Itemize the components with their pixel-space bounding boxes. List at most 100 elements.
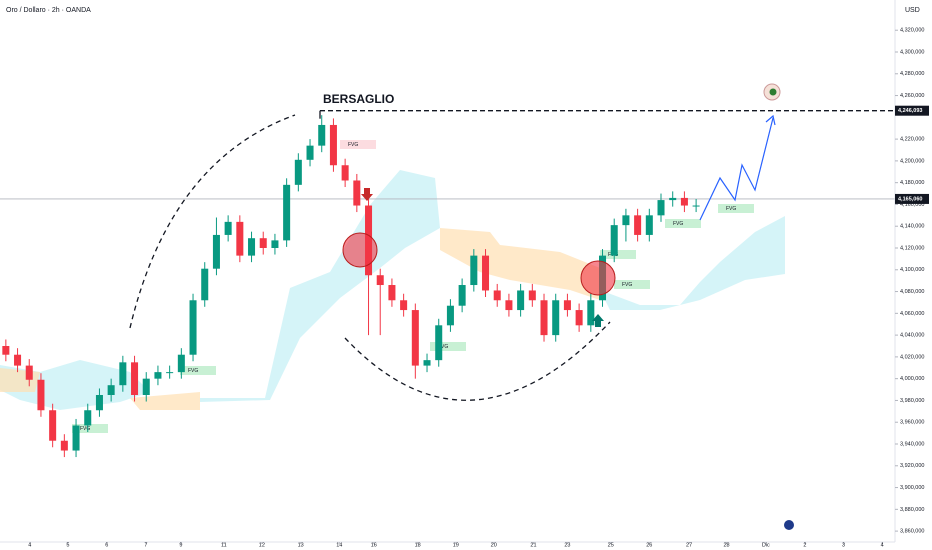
ichimoku-cloud	[440, 228, 600, 300]
candle-body	[622, 215, 630, 226]
y-tick-label: 4,220,000	[900, 137, 924, 143]
candle-body	[400, 300, 408, 311]
y-tick-label: 3,940,000	[900, 441, 924, 447]
candle-body	[505, 300, 513, 311]
fvg-box	[180, 366, 216, 375]
candle-body	[189, 300, 197, 355]
fvg-box	[665, 219, 701, 228]
candle-body	[657, 200, 665, 216]
plot-area: FVGFVGFVGFVGFVGFVGFVGFVG	[0, 110, 895, 458]
candle-body	[458, 285, 466, 306]
candle-body	[49, 410, 57, 441]
y-tick-label: 4,180,000	[900, 180, 924, 186]
candle-body	[517, 290, 525, 311]
x-tick-label: Dic	[762, 542, 770, 548]
y-tick-label: 3,920,000	[900, 463, 924, 469]
fvg-label: FVG	[438, 344, 448, 350]
ichimoku-cloud	[0, 368, 40, 392]
fvg-label: FVG	[622, 282, 632, 288]
candle-body	[376, 275, 384, 286]
x-tick-label: 6	[105, 542, 108, 548]
candle-body	[107, 385, 115, 395]
ichimoku-cloud	[200, 170, 440, 402]
x-tick-label: 5	[66, 542, 69, 548]
candle-body	[224, 221, 232, 235]
candle-body	[388, 285, 396, 301]
x-tick-label: 4	[881, 542, 884, 548]
x-tick-label: 23	[564, 542, 570, 548]
candle-body	[14, 354, 22, 366]
flag-icon	[784, 520, 794, 530]
candle-body	[259, 238, 267, 248]
candle-body	[634, 215, 642, 235]
candle-body	[680, 197, 688, 206]
candle-body	[482, 255, 490, 291]
candle-body	[306, 145, 314, 160]
fvg-box	[614, 280, 650, 289]
price-label: 4,165,060	[898, 196, 922, 202]
candle-body	[236, 221, 244, 256]
x-tick-label: 20	[491, 542, 497, 548]
x-tick-label: 13	[298, 542, 304, 548]
price-label-box	[895, 193, 929, 204]
dashed-arc	[129, 114, 296, 329]
down-arrow	[361, 188, 373, 201]
candle-body	[423, 360, 431, 366]
projection-path	[699, 117, 774, 221]
x-tick-label: 12	[259, 542, 265, 548]
candle-body	[692, 205, 700, 207]
candle-body	[563, 300, 571, 311]
candle-body	[37, 379, 45, 411]
candle-body	[248, 238, 256, 256]
y-tick-label: 4,020,000	[900, 354, 924, 360]
up-arrow	[592, 314, 604, 327]
candle-body	[25, 365, 33, 380]
fvg-label: FVG	[80, 426, 90, 432]
candle-body	[271, 240, 279, 248]
x-tick-label: 19	[453, 542, 459, 548]
x-tick-label: 28	[723, 542, 729, 548]
chart-title: Oro / Dollaro · 2h · OANDA	[6, 7, 91, 14]
price-label-box	[895, 105, 929, 116]
candle-body	[341, 165, 349, 181]
x-tick-label: 2	[803, 542, 806, 548]
candle-body	[528, 290, 536, 301]
y-tick-label: 4,040,000	[900, 333, 924, 339]
x-tick-label: 11	[221, 542, 227, 548]
annotation: BERSAGLIO	[323, 92, 394, 106]
x-tick-label: 16	[371, 542, 377, 548]
fvg-box	[72, 424, 108, 433]
x-tick-label: 27	[686, 542, 692, 548]
projection-arrowhead	[765, 114, 776, 126]
candle-body	[72, 425, 80, 451]
eye-icon	[769, 88, 777, 96]
candle-body	[84, 410, 92, 426]
candle-body	[645, 215, 653, 235]
price-label: 4,246,093	[898, 108, 922, 114]
candle-body	[212, 234, 220, 269]
candle-body	[131, 362, 139, 395]
candle-body	[587, 300, 595, 326]
dashed-arc	[344, 321, 611, 401]
candle-body	[177, 354, 185, 373]
y-tick-label: 4,160,000	[900, 202, 924, 208]
y-tick-label: 4,320,000	[900, 28, 924, 34]
candle-body	[610, 225, 618, 256]
candle-body	[446, 305, 454, 326]
x-tick-label: 21	[530, 542, 536, 548]
fvg-label: FVG	[188, 368, 198, 374]
fvg-box	[718, 204, 754, 213]
candle-body	[411, 310, 419, 366]
candle-body	[435, 325, 443, 361]
y-tick-label: 4,280,000	[900, 71, 924, 77]
y-tick-label: 3,900,000	[900, 485, 924, 491]
candle-body	[201, 268, 209, 301]
y-tick-label: 4,200,000	[900, 158, 924, 164]
candle-body	[552, 300, 560, 336]
y-tick-label: 4,140,000	[900, 224, 924, 230]
fvg-label: FVG	[348, 142, 358, 148]
fvg-box	[600, 250, 636, 259]
candle-body	[329, 124, 337, 166]
candle-body	[470, 255, 478, 286]
